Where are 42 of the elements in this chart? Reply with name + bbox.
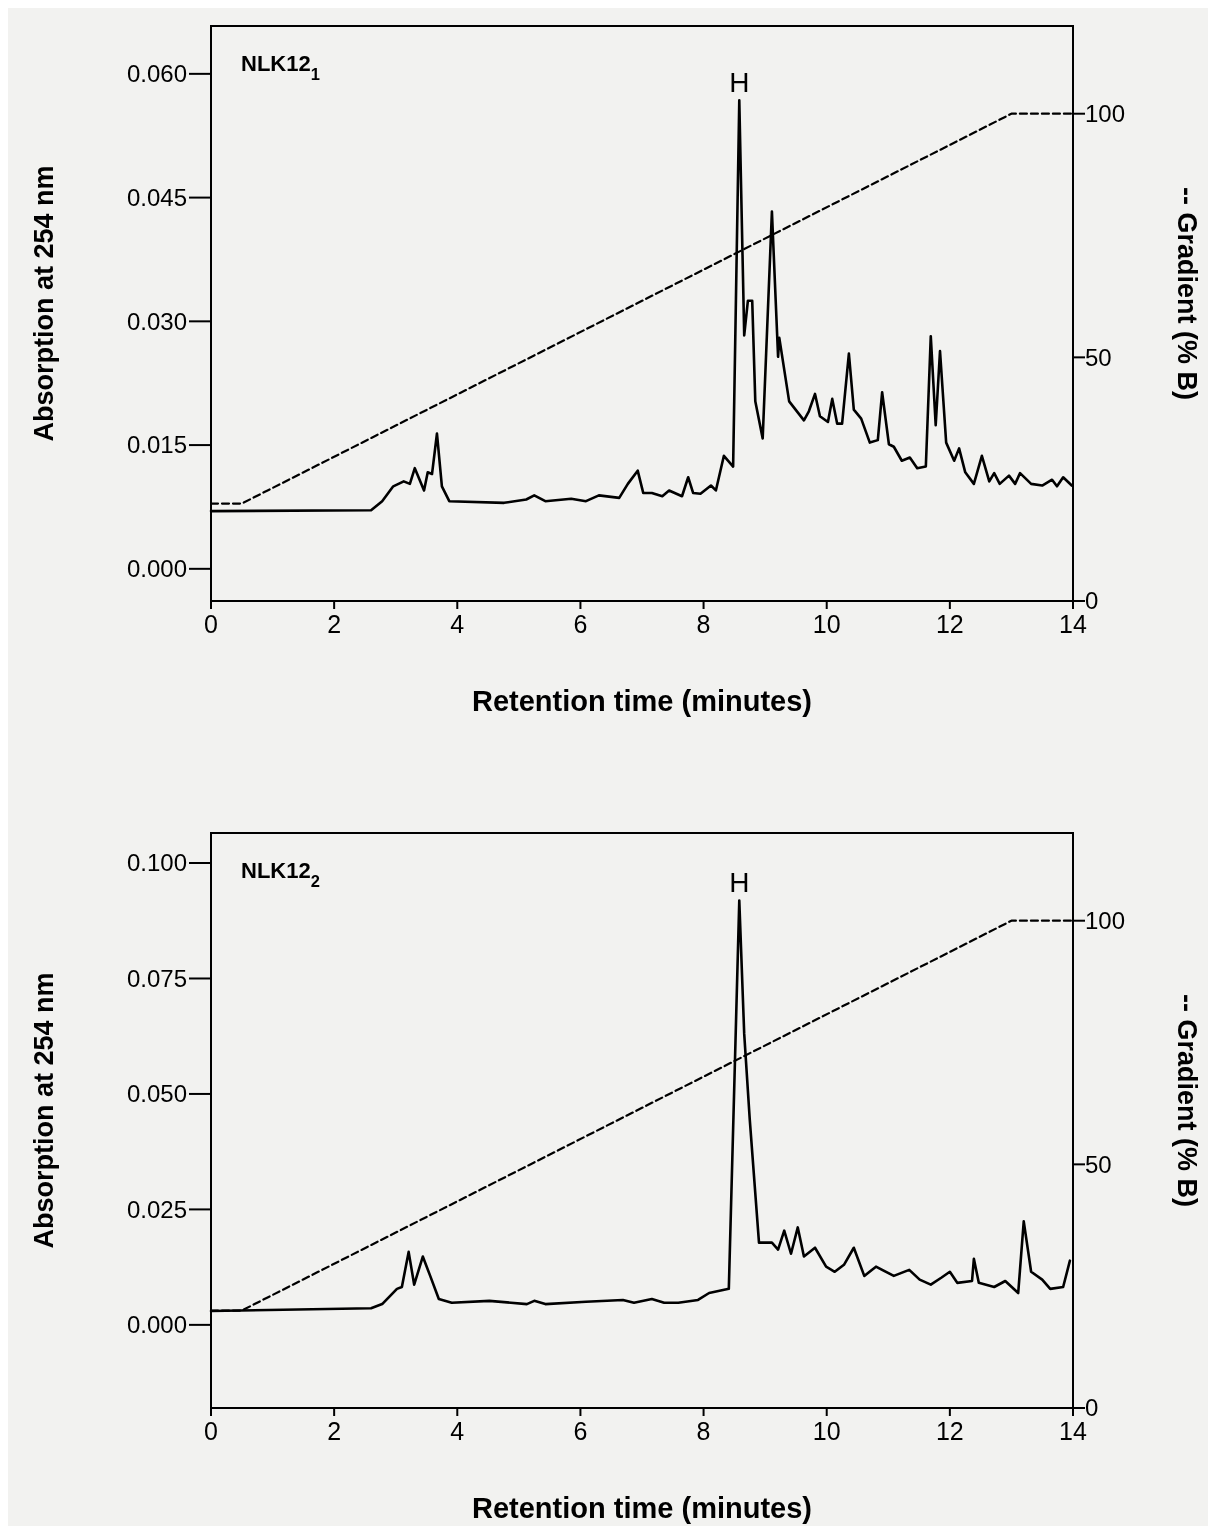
x-tick-label: 4 bbox=[450, 1417, 465, 1445]
y-tick-label: 0.000 bbox=[126, 555, 187, 583]
y2-tick-label: 0 bbox=[1085, 1394, 1099, 1422]
y2-tick-label: 100 bbox=[1085, 100, 1126, 128]
y-tick-label: 0.060 bbox=[126, 60, 187, 88]
annotation: H bbox=[729, 867, 750, 899]
y2-tick-label: 0 bbox=[1085, 587, 1099, 615]
y-tick-label: 0.000 bbox=[126, 1311, 187, 1339]
y2-tick-label: 100 bbox=[1085, 907, 1126, 935]
y2-axis-title: -- Gradient (% B) bbox=[1172, 994, 1202, 1207]
x-tick-label: 6 bbox=[573, 1417, 588, 1445]
x-tick-label: 8 bbox=[696, 610, 711, 638]
x-tick-label: 10 bbox=[812, 1417, 841, 1445]
x-tick-label: 10 bbox=[812, 610, 841, 638]
x-tick-label: 14 bbox=[1059, 1417, 1087, 1445]
x-tick-label: 6 bbox=[573, 610, 588, 638]
x-tick-label: 12 bbox=[935, 610, 964, 638]
x-tick-label: 2 bbox=[327, 610, 342, 638]
x-tick-label: 2 bbox=[327, 1417, 342, 1445]
y-axis-title: Absorption at 254 nm bbox=[29, 165, 59, 442]
x-tick-label: 0 bbox=[204, 610, 218, 638]
y-tick-label: 0.025 bbox=[126, 1195, 187, 1223]
text: NLK12$_{1}$ bbox=[241, 51, 320, 83]
y-tick-label: 0.030 bbox=[126, 307, 187, 335]
y-tick-label: 0.015 bbox=[126, 431, 187, 459]
y-tick-label: 0.045 bbox=[126, 183, 187, 211]
y2-tick-label: 50 bbox=[1085, 343, 1112, 371]
x-axis-title: Retention time (minutes) bbox=[472, 1492, 812, 1524]
y2-axis-title: -- Gradient (% B) bbox=[1172, 187, 1202, 400]
y-axis-title: Absorption at 254 nm bbox=[29, 972, 59, 1249]
x-axis-title: Retention time (minutes) bbox=[472, 685, 812, 717]
annotation: H bbox=[729, 67, 750, 99]
x-tick-label: 0 bbox=[204, 1417, 218, 1445]
y-tick-label: 0.100 bbox=[126, 849, 187, 877]
y2-tick-label: 50 bbox=[1085, 1150, 1112, 1178]
y-tick-label: 0.050 bbox=[126, 1080, 187, 1108]
x-tick-label: 4 bbox=[450, 610, 465, 638]
x-tick-label: 8 bbox=[696, 1417, 711, 1445]
text: NLK12$_{2}$ bbox=[241, 858, 320, 890]
x-tick-label: 14 bbox=[1059, 610, 1087, 638]
y-tick-label: 0.075 bbox=[126, 964, 187, 992]
x-tick-label: 12 bbox=[935, 1417, 964, 1445]
